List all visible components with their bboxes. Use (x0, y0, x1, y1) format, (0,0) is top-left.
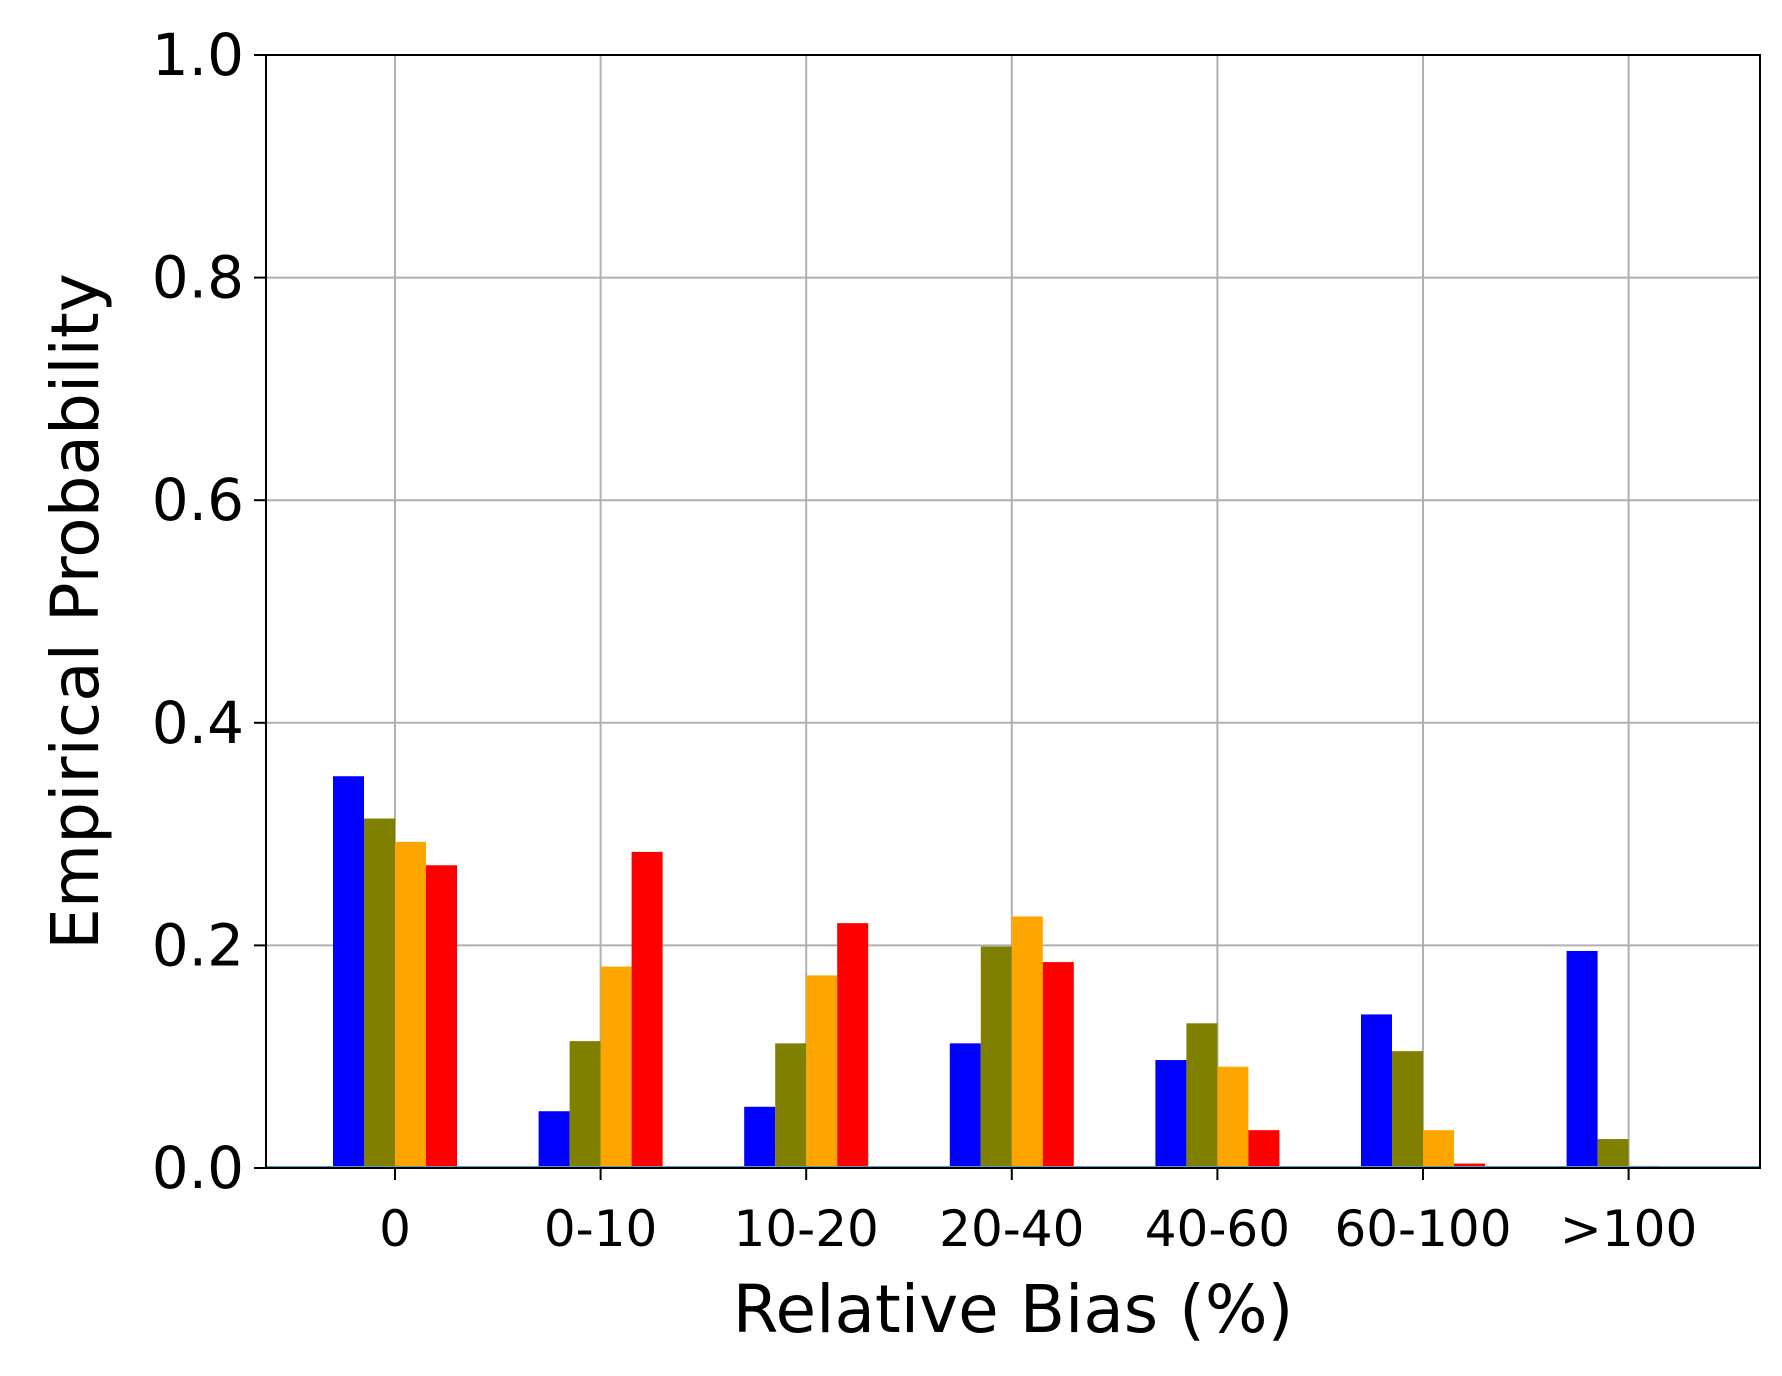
y-tick-label: 0.6 (152, 466, 244, 534)
bar (949, 1043, 981, 1168)
x-axis-label: Relative Bias (%) (733, 1271, 1294, 1348)
bar (980, 946, 1012, 1168)
y-tick-label: 0.4 (152, 689, 244, 757)
bar (1011, 916, 1043, 1168)
bar (1248, 1130, 1280, 1168)
bar (837, 923, 869, 1168)
bar (395, 841, 426, 1168)
x-tick-label: 20-40 (939, 1200, 1084, 1258)
bar (1217, 1066, 1249, 1168)
y-tick-label: 0.8 (152, 244, 244, 312)
bar (1042, 962, 1074, 1168)
y-axis-ticks: 0.0 0.2 0.4 0.6 0.8 1.0 (152, 21, 266, 1202)
bar (775, 1043, 807, 1168)
bars-group (333, 776, 1660, 1168)
bar (538, 1111, 570, 1168)
bar (1597, 1139, 1629, 1168)
bar (600, 966, 632, 1168)
bar (1566, 950, 1598, 1168)
bar (1361, 1014, 1392, 1168)
x-tick-label: 0 (379, 1200, 411, 1258)
bar (1392, 1051, 1423, 1168)
bar (1186, 1023, 1218, 1168)
bar (333, 776, 364, 1168)
x-axis-ticks: 0 0-10 10-20 20-40 40-60 60-100 >100 (379, 1168, 1697, 1258)
bar (744, 1106, 776, 1168)
x-tick-label: 0-10 (544, 1200, 657, 1258)
bar (569, 1041, 601, 1168)
bar (1454, 1163, 1485, 1168)
y-tick-label: 0.2 (152, 911, 244, 979)
bar (1155, 1060, 1187, 1168)
bar (806, 975, 838, 1168)
plot-frame (265, 54, 1761, 1169)
x-tick-label: >100 (1560, 1200, 1697, 1258)
bar (426, 865, 457, 1168)
y-tick-label: 0.0 (152, 1134, 244, 1202)
bar (631, 851, 663, 1168)
y-axis-label: Empirical Probability (37, 273, 114, 950)
y-tick-label: 1.0 (152, 21, 244, 89)
x-tick-label: 10-20 (734, 1200, 879, 1258)
bar (364, 818, 395, 1168)
bar (1423, 1130, 1454, 1168)
x-tick-label: 40-60 (1145, 1200, 1290, 1258)
x-tick-label: 60-100 (1334, 1200, 1511, 1258)
